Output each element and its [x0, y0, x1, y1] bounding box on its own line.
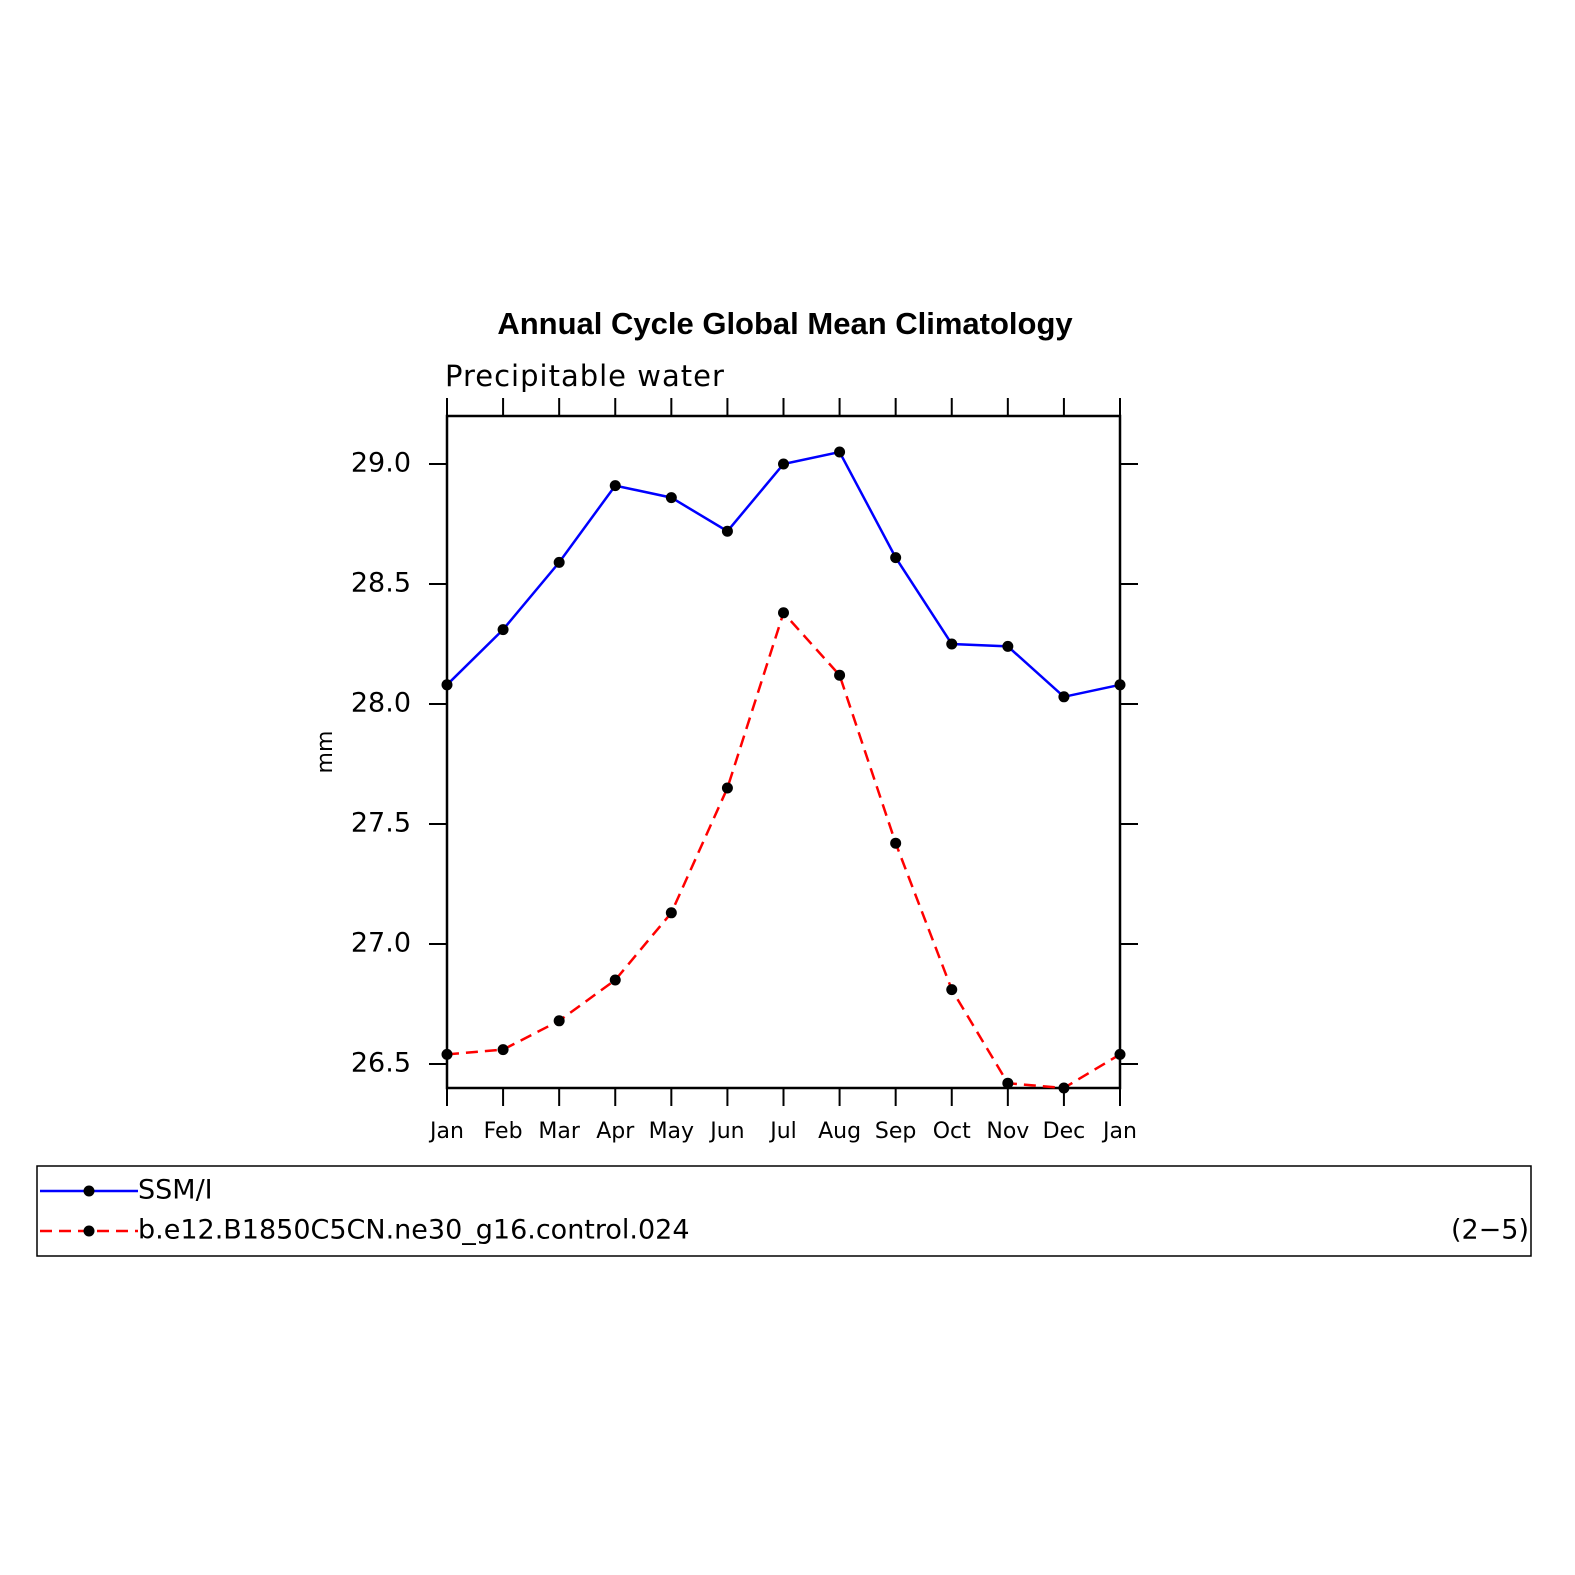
subtitle: Precipitable water	[445, 359, 725, 393]
x-tick-label: Jun	[708, 1119, 744, 1144]
x-tick-label: Apr	[596, 1119, 635, 1144]
x-tick-label: May	[649, 1119, 694, 1144]
x-tick-label: Jan	[428, 1119, 464, 1144]
point	[778, 607, 789, 619]
point	[1002, 640, 1014, 652]
legend-marker	[83, 1185, 95, 1197]
legend-marker	[83, 1225, 95, 1237]
legend-label: b.e12.B1850C5CN.ne30_g16.control.024	[138, 1215, 690, 1246]
y-tick-label: 29.0	[351, 448, 411, 479]
point	[778, 458, 789, 470]
x-tick-label: Mar	[538, 1119, 580, 1144]
point	[1114, 1048, 1126, 1060]
x-tick-label: Nov	[986, 1119, 1029, 1144]
y-tick-label: 28.5	[351, 568, 411, 599]
point	[553, 1015, 565, 1027]
point	[609, 480, 621, 492]
point	[721, 782, 733, 794]
x-tick-label: Jan	[1101, 1119, 1137, 1144]
legend-box	[36, 1165, 1532, 1257]
point	[497, 624, 509, 636]
point	[1002, 1077, 1014, 1089]
point	[946, 984, 958, 996]
point	[834, 446, 846, 458]
point	[665, 907, 677, 919]
point	[553, 556, 565, 568]
point	[1058, 1082, 1070, 1094]
y-tick-label: 26.5	[351, 1048, 411, 1079]
point	[721, 525, 733, 537]
x-tick-label: Aug	[818, 1119, 861, 1144]
y-axis-label: mm	[313, 731, 338, 774]
chart-title: Annual Cycle Global Mean Climatology	[497, 306, 1073, 341]
point	[1058, 691, 1070, 703]
y-tick-label: 27.0	[351, 928, 411, 959]
point	[441, 1048, 453, 1060]
point	[946, 638, 958, 650]
y-tick-label: 28.0	[351, 688, 411, 719]
point	[834, 669, 846, 681]
legend-label: SSM/I	[138, 1175, 213, 1206]
point	[441, 679, 453, 691]
point	[497, 1044, 509, 1056]
y-tick-label: 27.5	[351, 808, 411, 839]
x-tick-label: Sep	[875, 1119, 916, 1144]
point	[609, 974, 621, 986]
point	[890, 837, 902, 849]
x-tick-label: Feb	[484, 1119, 523, 1144]
x-tick-label: Oct	[933, 1119, 971, 1144]
annotation: (2−5)	[1451, 1215, 1529, 1246]
point	[890, 552, 902, 564]
point	[665, 492, 677, 504]
point	[1114, 679, 1126, 691]
x-tick-label: Dec	[1043, 1119, 1086, 1144]
x-tick-label: Jul	[768, 1119, 797, 1144]
